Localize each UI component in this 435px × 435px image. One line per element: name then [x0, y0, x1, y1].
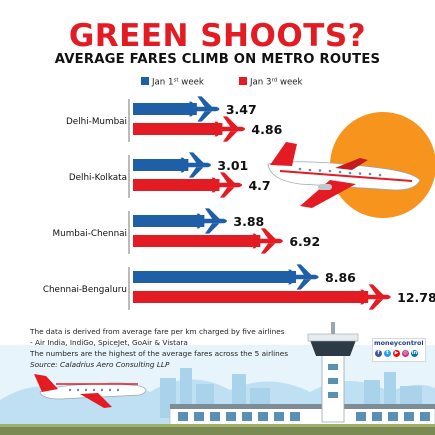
large-airplane-illustration — [267, 142, 421, 208]
legend-label-jan1-prefix: Jan 1 — [151, 78, 173, 88]
control-tower — [307, 322, 359, 423]
legend-label-jan1-suffix: week — [179, 78, 204, 88]
bar-plane-icon-jan3-chennai-bengaluru — [360, 284, 391, 310]
facebook-icon: f — [375, 350, 382, 357]
bar-plane-icon-jan1-delhi-kolkata — [180, 152, 211, 178]
footnote-line-1: The data is derived from average fare pe… — [30, 327, 285, 336]
legend-label-jan3-prefix: Jan 3 — [249, 78, 271, 88]
bar-jan3-delhi-kolkata — [133, 179, 220, 191]
sun-illustration — [330, 112, 435, 218]
legend-label-jan1: Jan 1st week — [151, 78, 204, 88]
bar-plane-icon-jan1-chennai-bengaluru — [288, 264, 319, 290]
youtube-icon: ▶ — [393, 350, 400, 357]
category-label-delhi-mumbai: Delhi-Mumbai — [66, 117, 127, 127]
footnote-line-3: The numbers are the highest of the avera… — [30, 349, 289, 358]
linkedin-icon: in — [411, 350, 418, 357]
value-label-jan1-chennai-bengaluru: 8.86 — [325, 270, 356, 285]
taking-off-airplane-illustration — [34, 374, 147, 408]
legend-label-jan3: Jan 3rd week — [249, 78, 303, 88]
legend-label-jan1-ordinal: st — [173, 78, 179, 84]
chart-legend: Jan 1st week Jan 3rd week — [141, 77, 303, 88]
bar-jan1-chennai-bengaluru — [133, 271, 297, 283]
category-label-chennai-bengaluru: Chennai-Bengaluru — [43, 285, 127, 295]
bar-plane-icon-jan3-delhi-kolkata — [211, 172, 243, 198]
value-label-jan1-delhi-mumbai: 3.47 — [226, 102, 257, 117]
legend-label-jan3-suffix: week — [277, 78, 302, 88]
bar-jan3-delhi-mumbai — [133, 123, 223, 135]
category-label-mumbai-chennai: Mumbai-Chennai — [53, 229, 127, 239]
terminal-building — [169, 404, 435, 429]
legend-label-jan3-ordinal: rd — [271, 78, 277, 84]
value-label-jan3-delhi-kolkata: 4.7 — [248, 178, 270, 193]
ground — [0, 426, 435, 435]
value-label-jan3-mumbai-chennai: 6.92 — [289, 234, 320, 249]
bars-layer: Delhi-Mumbai 3.47 4.86 Delhi-Kolkata 3.014.7… — [43, 96, 435, 310]
page-title: GREEN SHOOTS? — [68, 18, 367, 54]
brand-badge — [372, 338, 426, 362]
source-note: Source: Caladrius Aero Consulting LLP — [30, 360, 170, 369]
instagram-icon: ◎ — [402, 350, 409, 357]
bar-jan1-delhi-mumbai — [133, 103, 197, 115]
background-scenery — [0, 112, 435, 435]
bar-jan3-chennai-bengaluru — [133, 291, 369, 303]
legend-swatch-jan3 — [239, 77, 247, 85]
value-label-jan1-delhi-kolkata: 3.01 — [217, 158, 248, 173]
bar-plane-icon-jan1-mumbai-chennai — [196, 208, 227, 234]
bar-jan1-delhi-kolkata — [133, 159, 189, 171]
bar-jan3-mumbai-chennai — [133, 235, 261, 247]
page-subtitle: AVERAGE FARES CLIMB ON METRO ROUTES — [54, 52, 381, 67]
category-label-delhi-kolkata: Delhi-Kolkata — [69, 173, 127, 183]
bar-plane-icon-jan3-mumbai-chennai — [252, 228, 283, 254]
value-label-jan3-chennai-bengaluru: 12.78 — [397, 290, 435, 305]
bar-plane-icon-jan3-delhi-mumbai — [214, 116, 246, 142]
brand-logo: moneycontrol — [374, 339, 424, 347]
bar-plane-icon-jan1-delhi-mumbai — [188, 96, 220, 122]
footnote-line-2: - Air India, IndiGo, SpiceJet, GoAir & V… — [30, 338, 188, 347]
value-label-jan3-delhi-mumbai: 4.86 — [251, 122, 282, 137]
twitter-icon: t — [384, 350, 391, 357]
bar-jan1-mumbai-chennai — [133, 215, 205, 227]
legend-swatch-jan1 — [141, 77, 149, 85]
value-label-jan1-mumbai-chennai: 3.88 — [233, 214, 264, 229]
